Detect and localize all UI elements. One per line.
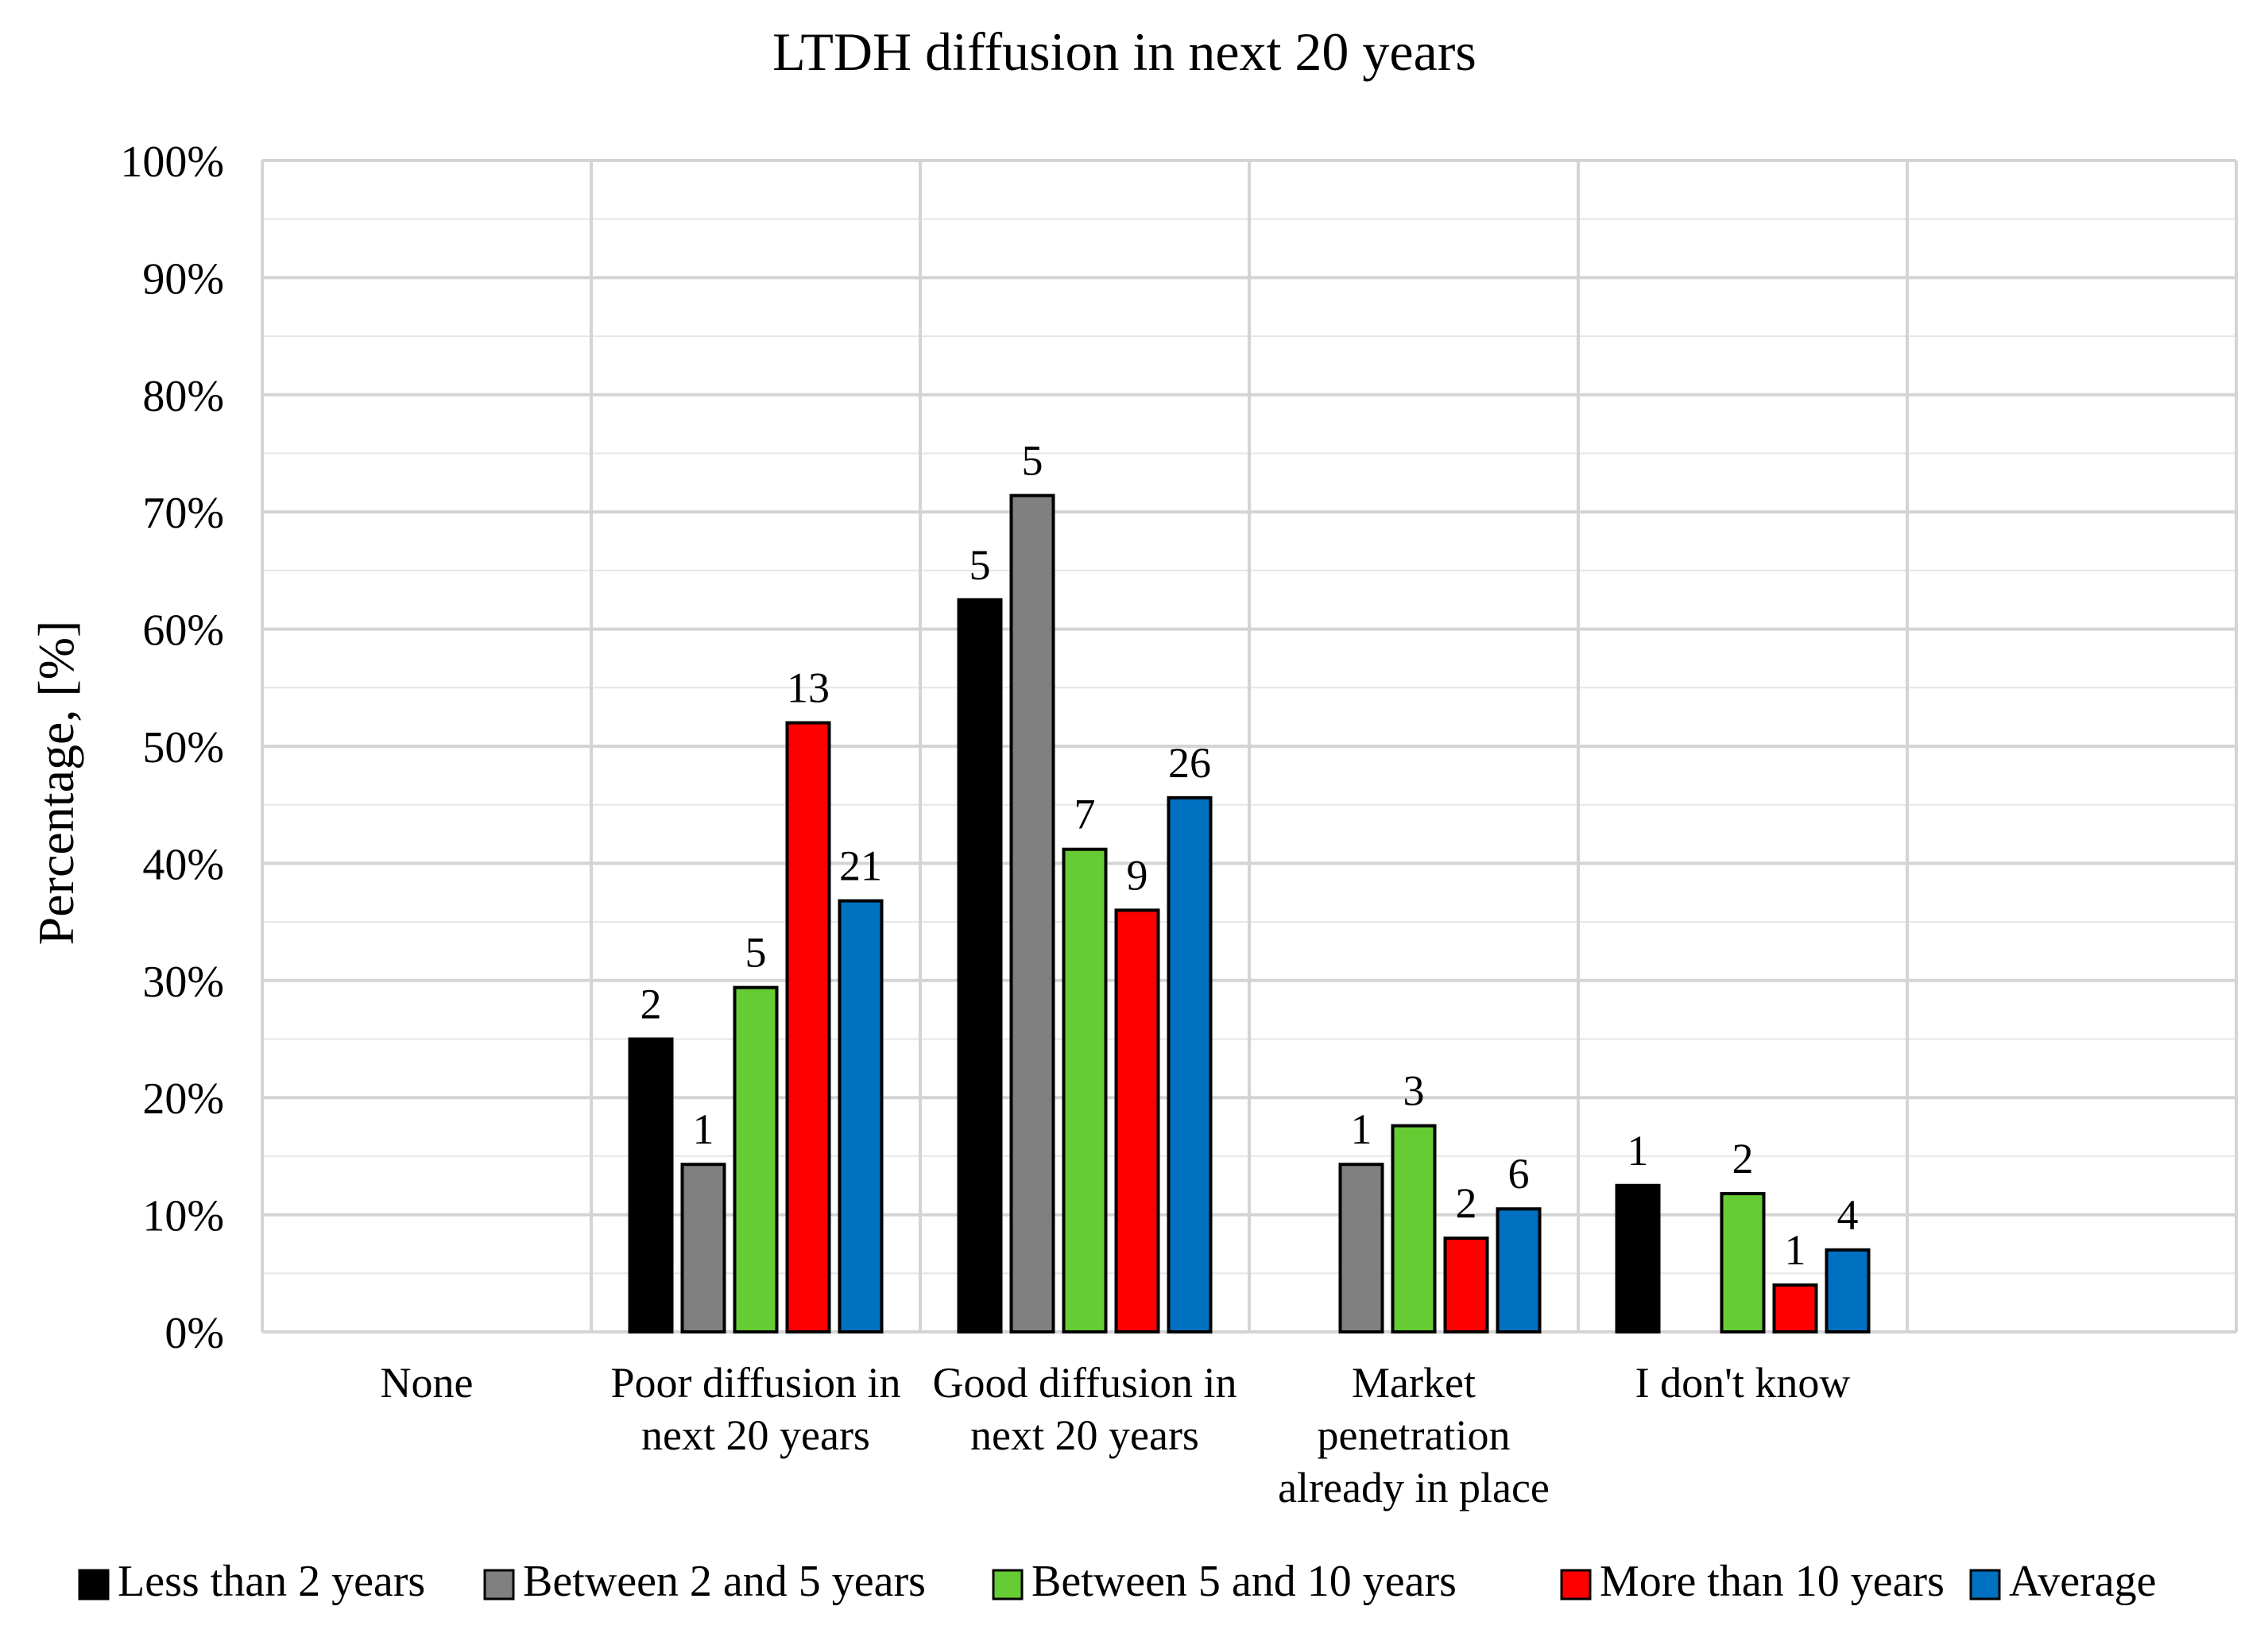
bar-average xyxy=(1825,1248,1871,1333)
bar-more-than-10-years xyxy=(1772,1283,1818,1334)
chart-title: LTDH diffusion in next 20 years xyxy=(772,21,1477,82)
bar-between-5-and-10-years xyxy=(1720,1192,1766,1333)
legend: Less than 2 years Between 2 and 5 years Be… xyxy=(78,1557,2157,1606)
legend-swatch-between-5-and-10-years xyxy=(992,1569,1024,1600)
bar-more-than-10-years xyxy=(785,721,831,1333)
legend-swatch-between-2-and-5-years xyxy=(483,1569,515,1600)
bar-average xyxy=(1167,795,1213,1333)
y-tick-label: 90% xyxy=(142,254,224,304)
grid xyxy=(261,159,2238,1333)
legend-label: Between 5 and 10 years xyxy=(1031,1557,1457,1606)
x-axis-categories: None Poor diffusion in next 20 years Good d… xyxy=(381,1359,1851,1511)
legend-swatch-average xyxy=(1969,1569,2001,1600)
data-label: 1 xyxy=(1351,1105,1372,1153)
y-tick-label: 80% xyxy=(142,372,224,421)
y-axis-ticks: 0% 10% 20% 30% 40% 50% 60% 70% 80% 90% 100% xyxy=(120,137,224,1358)
data-label: 6 xyxy=(1508,1150,1530,1198)
data-label: 2 xyxy=(641,981,662,1028)
bar-between-2-and-5-years xyxy=(1338,1163,1384,1334)
y-tick-label: 50% xyxy=(142,723,224,772)
legend-label: More than 10 years xyxy=(1600,1557,1945,1606)
legend-label: Average xyxy=(2009,1557,2157,1606)
data-label: 2 xyxy=(1456,1179,1477,1227)
data-label: 1 xyxy=(1627,1127,1649,1175)
y-tick-label: 100% xyxy=(120,137,224,187)
data-label: 3 xyxy=(1403,1067,1425,1115)
bar-average xyxy=(838,899,884,1333)
legend-swatch-more-than-10-years xyxy=(1560,1569,1592,1600)
bar-less-than-2-years xyxy=(628,1037,674,1333)
y-tick-label: 0% xyxy=(164,1309,224,1358)
data-label: 13 xyxy=(787,664,830,712)
x-category-label: Poor diffusion in next 20 years xyxy=(610,1359,900,1459)
bar-more-than-10-years xyxy=(1443,1237,1489,1333)
y-tick-label: 60% xyxy=(142,606,224,656)
data-label: 5 xyxy=(745,929,767,977)
y-tick-label: 10% xyxy=(142,1192,224,1241)
bar-average xyxy=(1496,1207,1542,1333)
bar-less-than-2-years xyxy=(957,598,1003,1333)
x-category-label: I don't know xyxy=(1635,1359,1851,1407)
data-label: 1 xyxy=(693,1105,714,1153)
y-tick-label: 70% xyxy=(142,489,224,538)
legend-label: Between 2 and 5 years xyxy=(523,1557,926,1606)
data-label: 26 xyxy=(1168,739,1211,787)
y-tick-label: 20% xyxy=(142,1074,224,1124)
x-category-label: Market penetration already in place xyxy=(1278,1359,1550,1511)
bar-between-5-and-10-years xyxy=(1062,847,1108,1334)
data-label: 7 xyxy=(1074,791,1096,838)
legend-swatch-less-than-2-years xyxy=(78,1569,110,1600)
x-category-label: Good diffusion in next 20 years xyxy=(932,1359,1237,1459)
y-tick-label: 40% xyxy=(142,840,224,889)
bar-more-than-10-years xyxy=(1114,908,1160,1333)
bar-between-5-and-10-years xyxy=(1391,1124,1437,1334)
data-label: 1 xyxy=(1785,1226,1806,1274)
data-label: 2 xyxy=(1732,1135,1754,1182)
bar-between-2-and-5-years xyxy=(680,1163,726,1334)
x-category-label: None xyxy=(381,1359,474,1407)
data-label: 4 xyxy=(1837,1191,1859,1239)
bars xyxy=(628,494,1871,1334)
bar-between-5-and-10-years xyxy=(733,985,779,1334)
y-tick-label: 30% xyxy=(142,958,224,1007)
data-label: 5 xyxy=(1022,437,1043,485)
bar-between-2-and-5-years xyxy=(1009,494,1055,1334)
data-label: 21 xyxy=(839,842,882,890)
legend-label: Less than 2 years xyxy=(118,1557,425,1606)
bar-less-than-2-years xyxy=(1615,1183,1661,1333)
y-axis-label: Percentage, [%] xyxy=(28,621,84,946)
data-label: 9 xyxy=(1127,851,1148,899)
data-label: 5 xyxy=(970,541,991,589)
